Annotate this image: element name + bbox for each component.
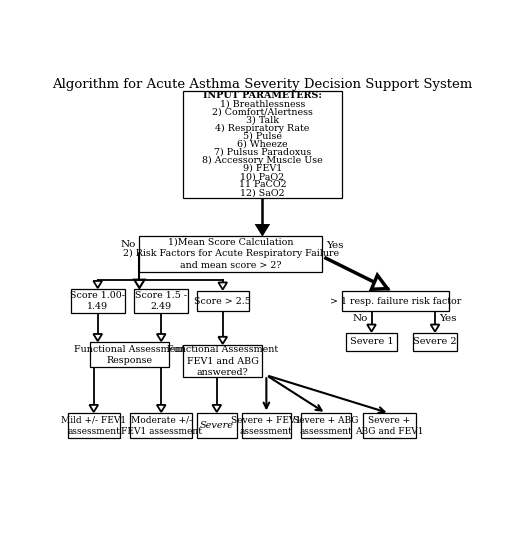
Polygon shape [257,225,268,234]
FancyBboxPatch shape [197,413,237,438]
Text: > 1 resp. failure risk factor: > 1 resp. failure risk factor [330,297,461,306]
Text: Severe 2: Severe 2 [413,338,457,347]
Polygon shape [218,337,227,344]
Text: 5) Pulse: 5) Pulse [243,132,282,141]
Text: 6) Wheeze: 6) Wheeze [237,140,288,149]
Text: 12) SaO2: 12) SaO2 [240,188,285,198]
Text: Yes: Yes [326,240,344,249]
Text: Severe 1: Severe 1 [350,338,393,347]
FancyBboxPatch shape [183,345,262,377]
FancyBboxPatch shape [139,235,322,272]
FancyBboxPatch shape [68,413,120,438]
Text: 1)Mean Score Calculation
2) Risk Factors for Acute Respiratory Failure
and mean : 1)Mean Score Calculation 2) Risk Factors… [122,238,339,270]
Polygon shape [93,281,102,288]
Text: 7) Pulsus Paradoxus: 7) Pulsus Paradoxus [214,148,311,157]
Polygon shape [157,334,165,341]
FancyBboxPatch shape [135,289,188,313]
FancyBboxPatch shape [362,413,416,438]
FancyBboxPatch shape [197,291,248,311]
FancyBboxPatch shape [346,333,397,351]
FancyBboxPatch shape [131,413,192,438]
FancyBboxPatch shape [71,289,124,313]
Text: No: No [352,314,368,323]
Text: 2) Comfort/Alertness: 2) Comfort/Alertness [212,108,313,117]
Text: Severe: Severe [200,421,234,430]
Text: No: No [120,240,135,249]
Text: 10) PaO2: 10) PaO2 [240,172,285,181]
Polygon shape [93,334,102,341]
Polygon shape [212,405,221,412]
Text: Functional Assessment
FEV1 and ABG
answered?: Functional Assessment FEV1 and ABG answe… [167,345,279,377]
Text: 9) FEV1: 9) FEV1 [243,164,282,173]
Text: Algorithm for Acute Asthma Severity Decision Support System: Algorithm for Acute Asthma Severity Deci… [52,78,473,91]
Text: 3) Talk: 3) Talk [246,116,279,124]
FancyBboxPatch shape [183,90,342,198]
Text: Moderate +/-
FEV1 assessment: Moderate +/- FEV1 assessment [121,416,202,436]
Polygon shape [157,405,165,412]
Polygon shape [367,325,376,331]
Polygon shape [431,325,439,331]
Text: Score > 2.5: Score > 2.5 [194,297,251,306]
FancyBboxPatch shape [342,291,449,311]
Polygon shape [218,282,227,290]
Text: 11 PaCO2: 11 PaCO2 [239,180,286,189]
Text: Severe + ABG
assessment: Severe + ABG assessment [293,416,358,436]
Polygon shape [371,275,388,289]
FancyBboxPatch shape [413,333,457,351]
Text: Mild +/- FEV1
assessment: Mild +/- FEV1 assessment [61,416,126,436]
Text: 8) Accessory Muscle Use: 8) Accessory Muscle Use [202,156,323,165]
Text: Score 1.00-
1.49: Score 1.00- 1.49 [70,291,125,311]
Text: Yes: Yes [439,314,457,323]
Text: Score 1.5 -
2.49: Score 1.5 - 2.49 [135,291,187,311]
Text: 1) Breathlessness: 1) Breathlessness [220,99,305,108]
Polygon shape [134,280,144,288]
FancyBboxPatch shape [90,343,169,367]
Polygon shape [90,405,98,412]
Text: Functional Assessment
Response: Functional Assessment Response [74,345,185,365]
FancyBboxPatch shape [301,413,351,438]
Text: Severe + FEV1
assessment: Severe + FEV1 assessment [231,416,302,436]
Text: Severe +
ABG and FEV1: Severe + ABG and FEV1 [355,416,423,436]
Text: 4) Respiratory Rate: 4) Respiratory Rate [215,123,310,133]
Text: INPUT PARAMETERS:: INPUT PARAMETERS: [203,92,322,100]
FancyBboxPatch shape [242,413,291,438]
